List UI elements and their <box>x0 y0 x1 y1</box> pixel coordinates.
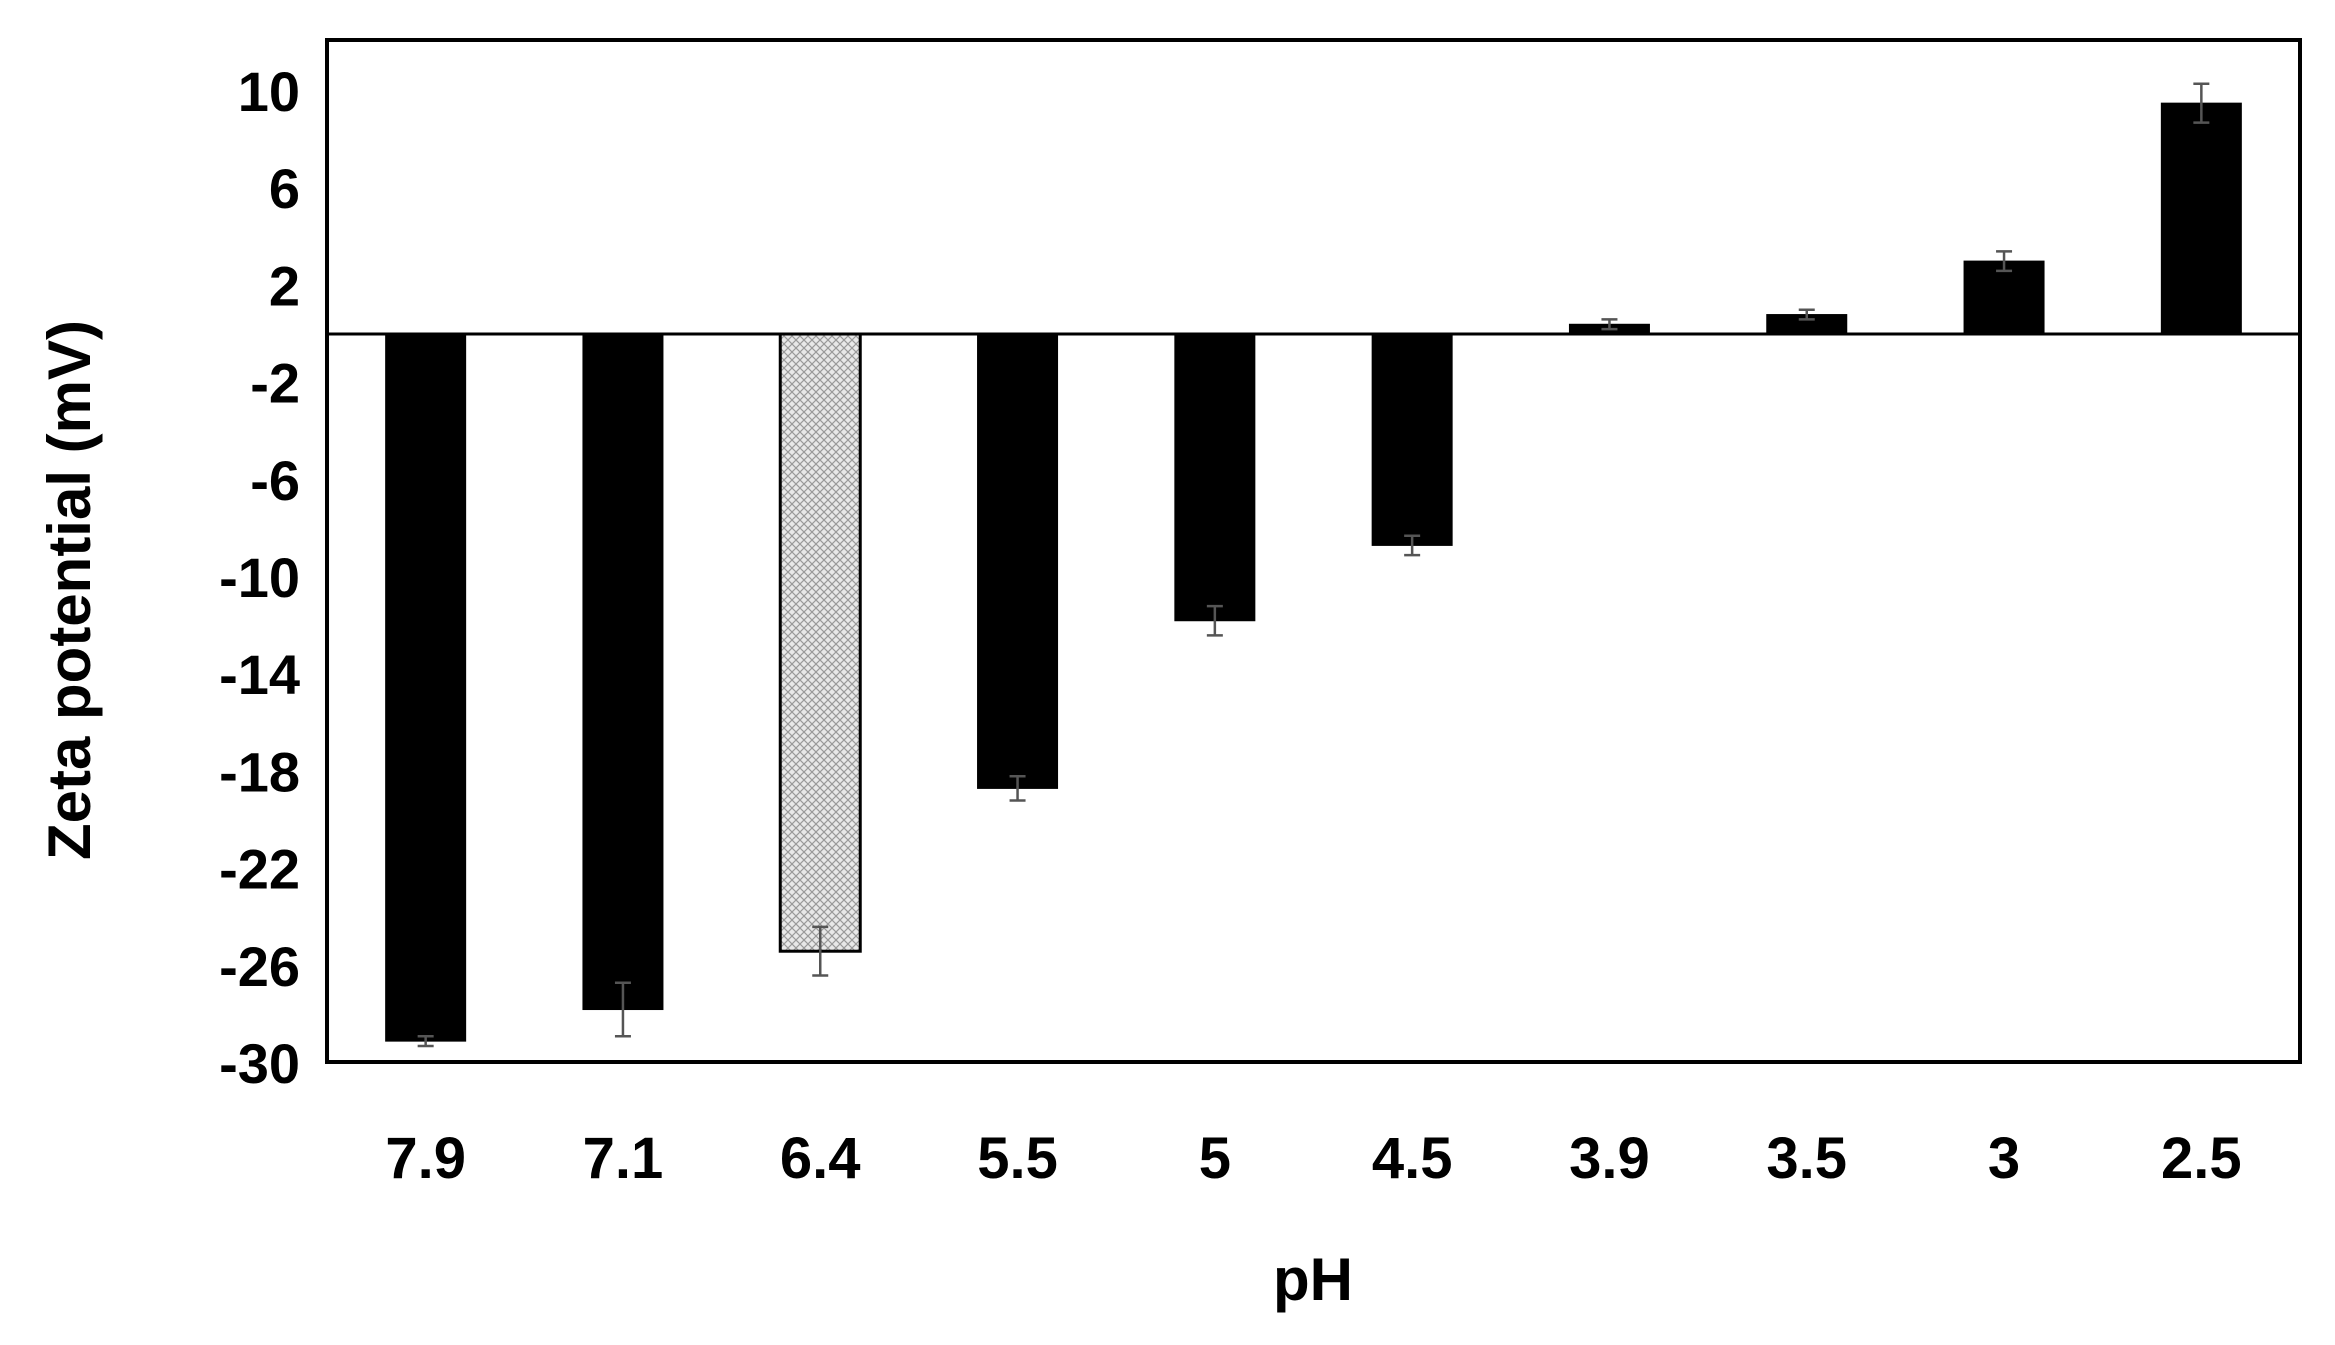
x-tick-label: 3.5 <box>1766 1126 1847 1191</box>
y-tick-label: -2 <box>250 352 300 415</box>
x-tick-label: 7.1 <box>583 1126 664 1191</box>
y-tick-label: 6 <box>269 157 300 220</box>
error-bar-2.5 <box>2193 82 2210 124</box>
y-tick-label: -14 <box>219 643 300 706</box>
bar-7.9 <box>385 333 467 1042</box>
bar-2.5 <box>2160 102 2242 335</box>
x-axis-title: pH <box>1273 1246 1353 1313</box>
y-tick-label: -26 <box>219 935 300 998</box>
y-axis-title: Zeta potential (mV) <box>36 320 103 860</box>
bar-5.5 <box>977 333 1059 789</box>
error-bar-3.9 <box>1601 318 1618 331</box>
bar-7.1 <box>582 333 664 1011</box>
x-tick-label: 5.5 <box>977 1126 1058 1191</box>
error-bar-7.9 <box>417 1035 434 1048</box>
error-bar-3 <box>1996 250 2013 273</box>
x-tick-label: 4.5 <box>1372 1126 1453 1191</box>
error-bar-6.4 <box>812 925 829 977</box>
y-tick-labels: 10 6 2 -2 -6 -10 -14 -18 -22 -26 -30 <box>219 60 300 1095</box>
error-bar-5 <box>1206 604 1223 637</box>
bar-4.5 <box>1371 333 1453 546</box>
y-tick-label: -10 <box>219 546 300 609</box>
error-bar-7.1 <box>614 981 631 1038</box>
bar-5 <box>1174 333 1256 622</box>
x-tick-label: 5 <box>1199 1126 1231 1191</box>
y-tick-label: -22 <box>219 838 300 901</box>
x-tick-label: 7.9 <box>385 1126 466 1191</box>
x-tick-labels: 7.9 7.1 6.4 5.5 5 4.5 3.9 3.5 3 2.5 <box>385 1126 2241 1191</box>
y-tick-label: -6 <box>250 449 300 512</box>
bars-layer <box>385 102 2242 1042</box>
x-tick-label: 6.4 <box>780 1126 861 1191</box>
y-tick-label: 2 <box>269 254 300 317</box>
x-tick-label: 2.5 <box>2161 1126 2242 1191</box>
error-bar-3.5 <box>1798 308 1815 321</box>
x-tick-label: 3 <box>1988 1126 2020 1191</box>
y-tick-label: -18 <box>219 740 300 803</box>
plot-area-frame <box>325 38 2302 1064</box>
y-tick-label: -30 <box>219 1032 300 1095</box>
error-bars-layer <box>417 82 2210 1048</box>
error-bar-4.5 <box>1404 534 1421 557</box>
x-tick-label: 3.9 <box>1569 1126 1650 1191</box>
y-tick-label: 10 <box>238 60 300 123</box>
error-bar-5.5 <box>1009 775 1026 802</box>
bar-6.4 <box>778 332 862 953</box>
